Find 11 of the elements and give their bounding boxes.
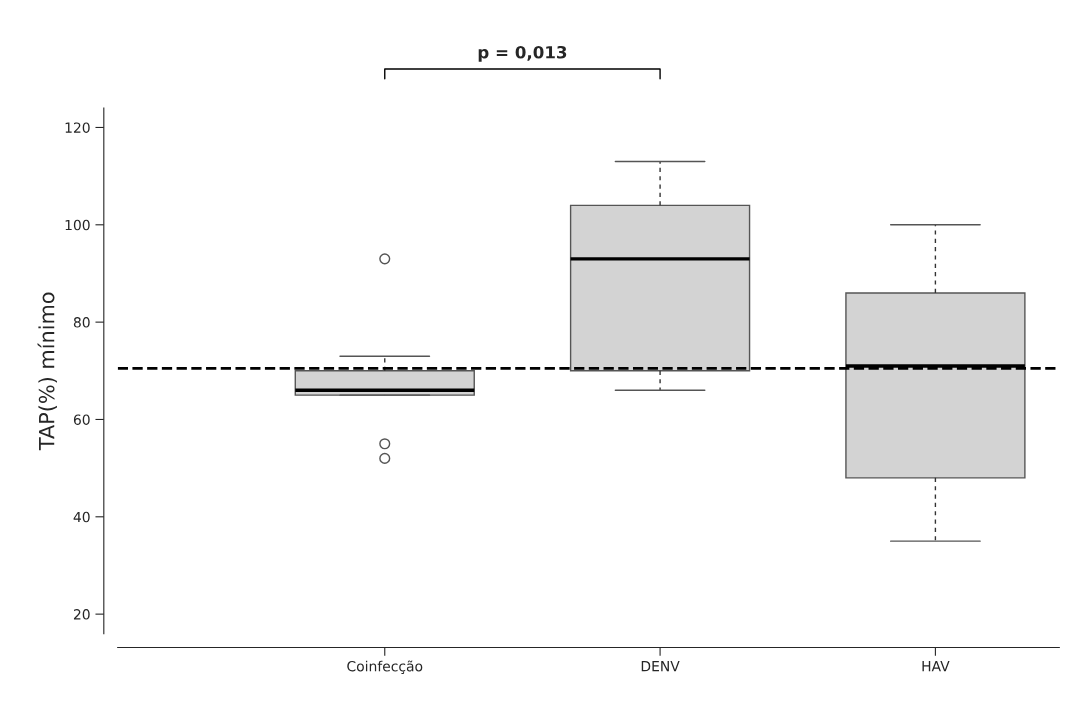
y-tick-label: 120 bbox=[65, 122, 90, 133]
x-tick-label: DENV bbox=[641, 661, 680, 672]
x-tick-label: HAV bbox=[922, 661, 950, 672]
y-tick-label: 40 bbox=[73, 511, 90, 523]
y-tick-label: 100 bbox=[65, 219, 90, 231]
x-tick-label: Coinfecção bbox=[347, 660, 423, 674]
y-tick-label: 80 bbox=[73, 317, 90, 328]
y-axis-title: TAP(%) mínimo bbox=[37, 292, 57, 451]
y-tick-label: 60 bbox=[73, 414, 90, 425]
y-tick-label: 20 bbox=[73, 609, 90, 620]
text: p = 0,013 bbox=[478, 45, 567, 62]
